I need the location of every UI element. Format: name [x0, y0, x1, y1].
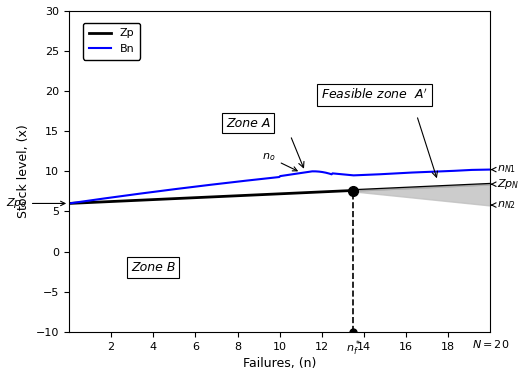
Text: Feasible zone  $A'$: Feasible zone $A'$ [321, 88, 428, 103]
Text: Zone B: Zone B [131, 261, 176, 274]
Zp [421, 185, 427, 190]
Bn [411, 170, 418, 175]
Zp [66, 201, 72, 206]
Bn [317, 169, 323, 174]
Bn [266, 176, 272, 180]
Zp [487, 182, 493, 187]
Bn [294, 171, 300, 176]
Text: $n_{N2}$: $n_{N2}$ [491, 199, 516, 211]
Text: $n_{N1}$: $n_{N1}$ [491, 164, 516, 176]
Zp [324, 189, 330, 194]
Text: $n_f^*$: $n_f^*$ [346, 338, 361, 358]
Y-axis label: Stock level, (x): Stock level, (x) [17, 124, 31, 218]
Zp [315, 190, 321, 194]
Line: Zp: Zp [69, 184, 490, 204]
X-axis label: Failures, (n): Failures, (n) [243, 357, 317, 370]
Legend: Zp, Bn: Zp, Bn [83, 23, 140, 60]
Zp [67, 201, 74, 205]
Text: $N=20$: $N=20$ [472, 338, 509, 350]
Bn [487, 167, 493, 172]
Zp [448, 184, 454, 188]
Bn [66, 201, 72, 206]
Line: Bn: Bn [69, 170, 490, 204]
Text: $Zp_o$: $Zp_o$ [6, 196, 65, 210]
Bn [269, 176, 275, 180]
Zp [317, 190, 323, 194]
Text: $Zp_N$: $Zp_N$ [491, 177, 519, 191]
Bn [477, 167, 483, 172]
Text: Zone A: Zone A [226, 117, 270, 130]
Text: $n_o$: $n_o$ [262, 151, 297, 171]
